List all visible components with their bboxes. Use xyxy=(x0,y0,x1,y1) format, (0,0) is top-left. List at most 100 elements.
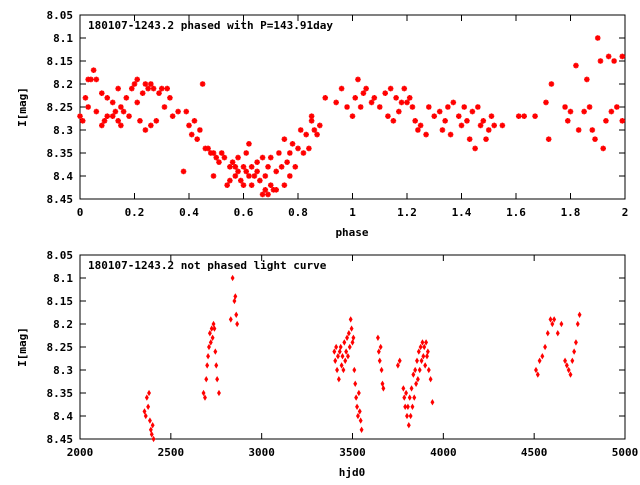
data-point xyxy=(148,122,154,129)
data-point xyxy=(265,191,271,198)
data-point xyxy=(352,366,357,374)
data-point xyxy=(210,150,217,156)
data-point xyxy=(77,113,83,119)
data-point xyxy=(430,399,435,406)
x-tick-label: 3500 xyxy=(339,446,366,459)
data-point xyxy=(600,145,606,152)
data-point xyxy=(265,164,271,170)
data-point xyxy=(207,330,212,337)
data-point xyxy=(608,108,615,115)
data-point xyxy=(619,53,626,60)
data-point xyxy=(619,118,626,124)
data-point xyxy=(344,348,349,355)
data-point xyxy=(99,90,105,96)
data-point xyxy=(378,343,383,351)
data-point xyxy=(416,348,421,355)
data-point xyxy=(203,394,207,401)
data-point xyxy=(419,357,424,364)
data-point xyxy=(142,408,147,415)
data-point xyxy=(455,113,462,119)
data-point xyxy=(210,173,217,179)
data-point xyxy=(128,85,135,92)
data-point xyxy=(563,357,568,364)
y-axis-label: I[mag] xyxy=(16,87,29,127)
data-point xyxy=(224,182,230,188)
data-point xyxy=(532,113,538,119)
data-point xyxy=(215,376,220,383)
data-point xyxy=(322,95,329,101)
data-point xyxy=(418,343,423,351)
data-point xyxy=(243,168,250,175)
data-point xyxy=(614,104,620,110)
data-point xyxy=(85,104,91,110)
data-point xyxy=(555,330,560,337)
y-tick-label: 8.3 xyxy=(53,124,73,137)
data-point xyxy=(267,154,274,161)
x-axis-label: phase xyxy=(335,226,368,239)
data-point xyxy=(212,325,217,332)
y-tick-label: 8.3 xyxy=(53,364,73,377)
data-point xyxy=(333,99,339,106)
data-point xyxy=(281,182,288,188)
data-point xyxy=(552,316,557,323)
data-point xyxy=(93,108,100,115)
x-tick-label: 4000 xyxy=(430,446,457,459)
data-point xyxy=(543,343,548,351)
data-point xyxy=(477,122,484,129)
data-point xyxy=(254,159,260,165)
y-tick-label: 8.35 xyxy=(47,387,74,400)
data-point xyxy=(216,159,222,165)
data-point xyxy=(134,76,141,83)
data-point xyxy=(204,376,209,383)
data-point xyxy=(353,380,358,387)
data-point xyxy=(191,118,198,124)
data-point xyxy=(208,339,213,346)
data-point xyxy=(415,376,420,383)
data-point xyxy=(109,113,116,119)
data-point xyxy=(382,90,388,96)
data-point xyxy=(423,131,429,138)
data-point xyxy=(143,412,148,420)
data-point xyxy=(357,104,364,110)
data-point xyxy=(144,394,149,401)
data-point xyxy=(229,159,236,165)
data-point xyxy=(426,104,432,110)
data-point xyxy=(421,353,426,360)
data-point xyxy=(564,118,571,124)
data-point xyxy=(401,385,406,392)
x-tick-label: 0.2 xyxy=(125,206,145,219)
data-point xyxy=(295,145,301,152)
data-point xyxy=(352,95,359,101)
x-tick-label: 1.6 xyxy=(506,206,526,219)
data-point xyxy=(439,127,446,133)
data-point xyxy=(401,85,408,92)
data-point xyxy=(412,394,417,401)
data-point xyxy=(515,113,522,119)
x-tick-label: 3000 xyxy=(248,446,275,459)
data-point xyxy=(403,403,408,410)
data-point xyxy=(235,320,240,328)
data-point xyxy=(368,99,375,106)
data-point xyxy=(422,343,427,351)
data-point xyxy=(342,339,347,346)
data-point xyxy=(314,131,320,138)
data-point xyxy=(420,339,425,346)
data-point xyxy=(488,113,495,119)
data-point xyxy=(161,104,168,110)
data-point xyxy=(164,85,170,92)
data-point xyxy=(254,168,260,175)
data-point xyxy=(93,76,100,83)
data-point xyxy=(175,108,181,115)
data-point xyxy=(575,320,580,328)
data-point xyxy=(153,118,160,124)
data-point xyxy=(240,164,247,170)
x-tick-label: 2000 xyxy=(67,446,94,459)
x-tick-label: 0.6 xyxy=(234,206,254,219)
data-point xyxy=(586,104,593,110)
data-point xyxy=(402,394,407,401)
data-point xyxy=(194,136,200,142)
data-point xyxy=(151,435,156,443)
data-point xyxy=(112,108,119,115)
data-point xyxy=(180,168,187,175)
